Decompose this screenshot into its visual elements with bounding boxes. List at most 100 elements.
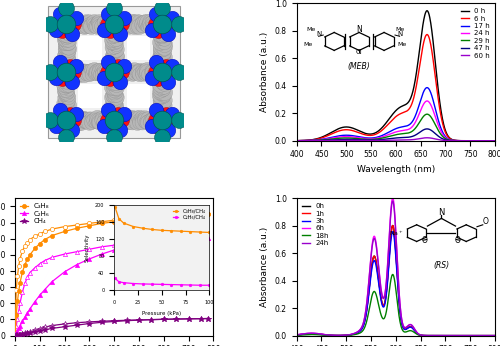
- Point: [110, 34, 118, 39]
- Point: [120, 111, 128, 117]
- 47 h: [444, 138, 450, 142]
- C₂H₆: [136, 242, 142, 246]
- Point: [125, 117, 133, 123]
- Point: [66, 15, 74, 20]
- Bar: [126, 84, 150, 108]
- Point: [90, 23, 98, 29]
- Point: [90, 69, 98, 75]
- 47 h: [294, 139, 300, 143]
- C₂H₆: [111, 248, 117, 252]
- Point: [125, 19, 133, 25]
- Point: [151, 67, 159, 73]
- Point: [158, 36, 166, 42]
- 0h: [384, 290, 390, 294]
- Point: [112, 79, 120, 85]
- Point: [85, 119, 93, 125]
- Point: [158, 34, 166, 39]
- Point: [100, 27, 108, 33]
- Point: [62, 36, 70, 42]
- 6 h: [294, 139, 300, 143]
- Point: [156, 28, 164, 34]
- Point: [158, 47, 166, 52]
- Point: [52, 123, 60, 129]
- Point: [62, 54, 70, 60]
- Point: [62, 47, 70, 52]
- C₃H₈: [14, 299, 20, 303]
- 24 h: [492, 139, 498, 143]
- C₃H₈: [74, 226, 80, 230]
- Point: [110, 95, 118, 100]
- 24 h: [344, 135, 350, 139]
- Point: [118, 21, 126, 27]
- 6h: [444, 334, 450, 338]
- Point: [118, 23, 126, 29]
- Point: [88, 67, 96, 73]
- Point: [146, 23, 154, 29]
- C₃H₈: [17, 281, 23, 285]
- Point: [60, 108, 68, 113]
- Point: [160, 84, 168, 90]
- Point: [143, 67, 151, 73]
- Point: [98, 21, 106, 27]
- Point: [70, 21, 78, 27]
- 1h: [411, 327, 417, 331]
- Point: [60, 87, 68, 92]
- Point: [62, 39, 70, 44]
- Point: [62, 84, 70, 90]
- Point: [70, 69, 78, 75]
- Point: [160, 31, 168, 37]
- Point: [77, 69, 85, 75]
- Point: [70, 119, 78, 125]
- C₂H₆: [32, 300, 38, 304]
- 3h: [411, 328, 417, 332]
- Point: [156, 102, 164, 108]
- Point: [114, 63, 122, 68]
- Point: [110, 62, 118, 68]
- Point: [108, 47, 116, 52]
- Point: [62, 31, 70, 37]
- Point: [85, 115, 93, 121]
- Point: [72, 111, 80, 117]
- Point: [156, 84, 164, 90]
- 6h: [390, 196, 396, 200]
- 17 h: [426, 88, 432, 92]
- Point: [128, 69, 136, 75]
- Point: [46, 69, 54, 75]
- 6 h: [329, 132, 335, 136]
- 29 h: [410, 128, 416, 132]
- Point: [74, 71, 82, 77]
- 6h: [411, 326, 417, 330]
- Point: [106, 28, 114, 33]
- Point: [156, 97, 164, 103]
- 18h: [384, 309, 390, 313]
- Y-axis label: Absorbance (a.u.): Absorbance (a.u.): [260, 227, 270, 307]
- 0h: [294, 333, 300, 337]
- Point: [85, 69, 93, 75]
- Point: [152, 59, 160, 65]
- 24 h: [426, 100, 432, 104]
- Point: [128, 115, 136, 121]
- Point: [130, 115, 138, 121]
- C₂H₆: [13, 331, 19, 335]
- Point: [156, 34, 164, 39]
- C₃H₈: [22, 263, 28, 267]
- C₂H₆: [62, 270, 68, 274]
- Point: [108, 44, 116, 49]
- Point: [114, 15, 122, 20]
- Point: [85, 67, 93, 73]
- Point: [80, 117, 88, 123]
- Point: [112, 84, 120, 90]
- Point: [146, 67, 154, 73]
- Point: [112, 97, 120, 103]
- Point: [60, 110, 68, 116]
- Point: [62, 87, 70, 92]
- Point: [166, 21, 174, 27]
- 0 h: [424, 9, 430, 13]
- CH₄: [14, 333, 20, 337]
- Point: [90, 19, 98, 25]
- Point: [110, 100, 118, 105]
- CH₄: [148, 318, 154, 322]
- Point: [64, 110, 72, 116]
- Point: [74, 117, 82, 123]
- Point: [108, 76, 116, 82]
